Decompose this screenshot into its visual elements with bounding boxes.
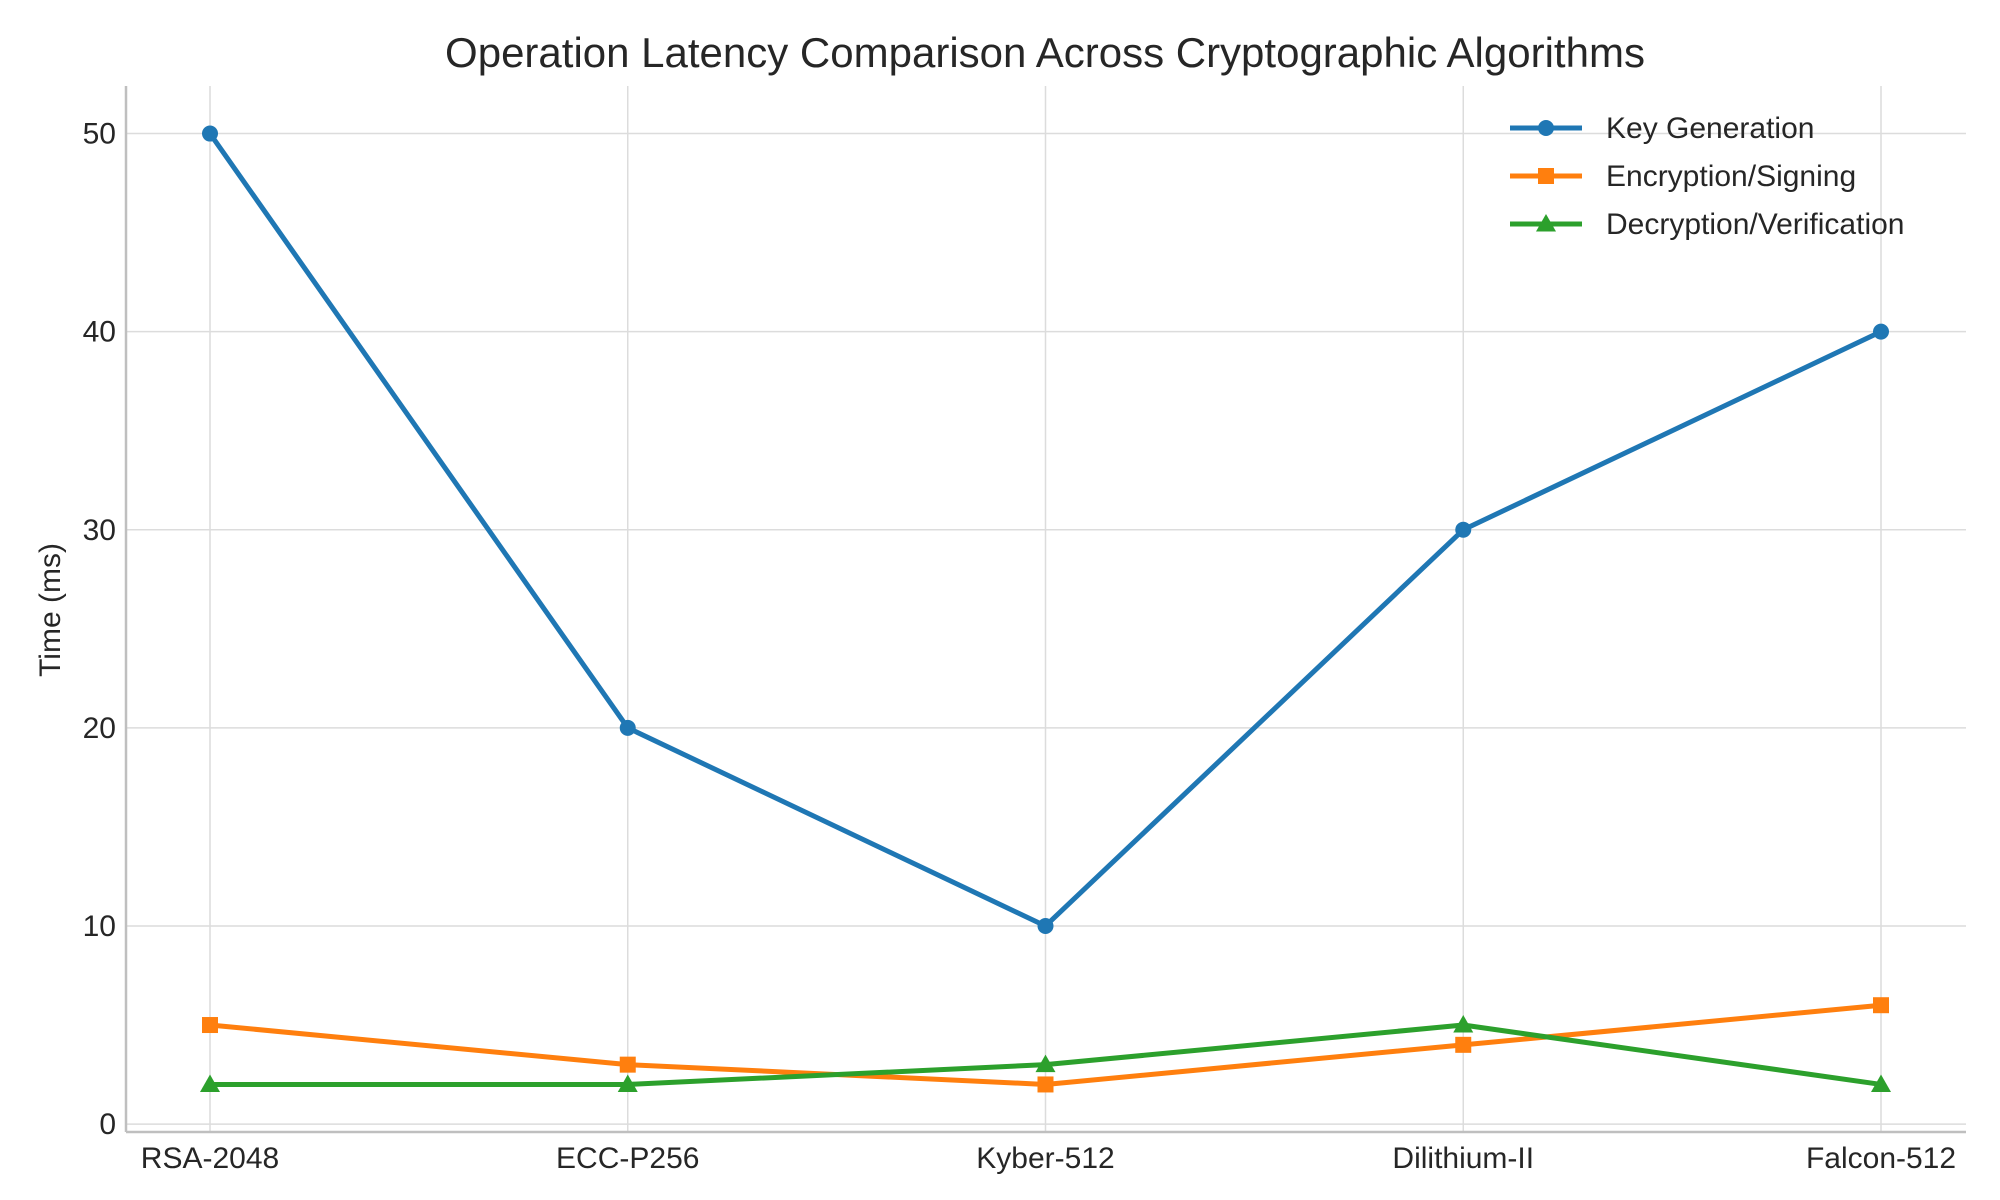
- x-tick-label: Falcon-512: [1806, 1142, 1956, 1175]
- grid: [126, 86, 1966, 1132]
- series-group: [200, 125, 1891, 1093]
- data-point: [1453, 1015, 1474, 1033]
- data-point: [1455, 521, 1472, 538]
- legend-entry: Encryption/Signing: [1510, 160, 1856, 193]
- legend-label: Decryption/Verification: [1606, 208, 1904, 241]
- x-tick-label: ECC-P256: [556, 1142, 699, 1175]
- axes: [124, 86, 1966, 1134]
- y-tick-label: 20: [83, 712, 116, 745]
- legend: Key Generation Encryption/Signing Decrypti…: [1510, 112, 1904, 241]
- legend-entry: Key Generation: [1510, 112, 1814, 145]
- legend-label: Key Generation: [1606, 112, 1814, 145]
- data-point: [202, 125, 218, 142]
- y-axis-label: Time (ms): [34, 543, 67, 677]
- data-point: [1455, 1036, 1472, 1053]
- y-tick-label: 40: [83, 316, 116, 349]
- data-point: [619, 1056, 636, 1073]
- chart-title: Operation Latency Comparison Across Cryp…: [445, 29, 1645, 76]
- series-0: [202, 125, 1889, 934]
- legend-marker: [1538, 120, 1554, 136]
- data-point: [1035, 1054, 1056, 1073]
- data-point: [619, 719, 636, 736]
- y-tick-label: 10: [83, 910, 116, 943]
- tick-labels: 0 10 20 30 40 50 RSA-2048 ECC-P256 Kyber-512 Dili…: [83, 118, 1956, 1175]
- data-point: [1873, 997, 1889, 1014]
- y-tick-label: 0: [99, 1108, 116, 1141]
- legend-label: Encryption/Signing: [1606, 160, 1856, 193]
- x-tick-label: RSA-2048: [141, 1142, 279, 1175]
- data-point: [1871, 1074, 1891, 1092]
- x-tick-label: Kyber-512: [976, 1142, 1114, 1175]
- data-point: [202, 1017, 218, 1034]
- y-tick-label: 30: [83, 514, 116, 547]
- data-point: [1873, 323, 1889, 340]
- legend-marker: [1536, 214, 1556, 232]
- y-tick-label: 50: [83, 118, 116, 151]
- data-point: [200, 1074, 220, 1092]
- legend-entry: Decryption/Verification: [1510, 208, 1904, 241]
- data-point: [1037, 1076, 1054, 1093]
- series-1: [202, 997, 1889, 1093]
- data-point: [617, 1074, 638, 1092]
- series-2: [200, 1015, 1891, 1092]
- legend-marker: [1538, 168, 1554, 184]
- x-tick-label: Dilithium-II: [1392, 1142, 1534, 1175]
- data-point: [1037, 917, 1054, 934]
